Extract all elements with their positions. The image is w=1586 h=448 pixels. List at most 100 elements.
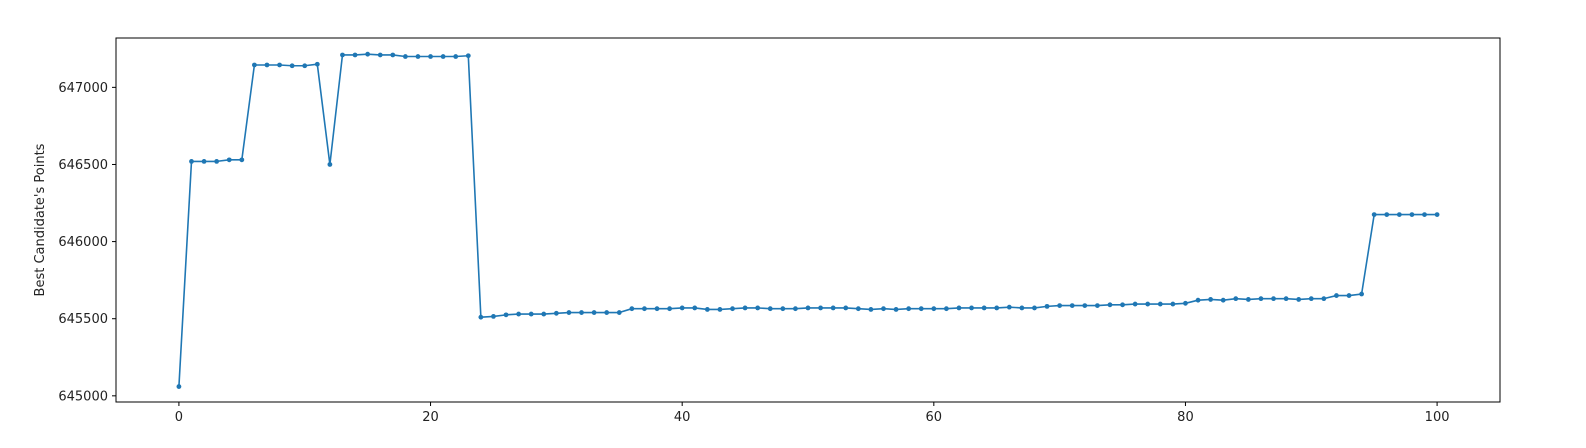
data-point	[314, 61, 320, 67]
data-point	[1220, 297, 1226, 303]
data-point	[1308, 296, 1314, 302]
data-point	[226, 157, 232, 163]
data-point	[1082, 303, 1088, 308]
data-point	[503, 312, 509, 318]
data-point	[931, 306, 937, 312]
data-point	[1371, 212, 1377, 218]
data-point	[906, 306, 912, 312]
data-point	[277, 62, 282, 68]
data-point	[1233, 296, 1239, 302]
data-point	[415, 54, 421, 59]
data-point	[566, 310, 572, 315]
data-point	[1346, 293, 1352, 298]
data-point	[541, 311, 547, 317]
data-point	[780, 306, 786, 312]
data-point	[1057, 303, 1063, 308]
data-point	[1094, 303, 1100, 308]
data-point	[868, 307, 874, 312]
data-point	[830, 305, 836, 311]
data-point	[755, 305, 761, 311]
y-tick-label: 646000	[58, 235, 108, 250]
data-point	[516, 311, 522, 317]
data-point	[579, 310, 584, 315]
data-point	[264, 62, 270, 68]
data-point	[679, 305, 685, 311]
data-point	[440, 54, 446, 59]
data-point	[1183, 300, 1188, 306]
data-point	[855, 306, 861, 312]
data-point	[1409, 212, 1415, 218]
data-point	[478, 314, 484, 320]
data-point	[553, 310, 559, 316]
plot-area	[116, 38, 1500, 402]
data-point	[252, 62, 257, 68]
x-tick-label: 100	[1425, 410, 1450, 425]
data-point	[642, 306, 647, 312]
data-point	[189, 158, 194, 164]
data-point	[893, 307, 899, 312]
data-point	[491, 314, 496, 319]
data-point	[1434, 212, 1440, 218]
x-tick-label: 40	[674, 410, 691, 425]
data-point	[843, 305, 849, 311]
data-point	[692, 305, 698, 311]
x-tick-label: 0	[175, 410, 183, 425]
data-point	[1359, 291, 1364, 297]
data-point	[956, 305, 962, 311]
data-point	[214, 158, 220, 164]
data-point	[1258, 296, 1264, 302]
data-point	[302, 63, 308, 69]
data-point	[1120, 302, 1125, 308]
data-point	[981, 305, 987, 311]
data-point	[465, 53, 471, 59]
y-tick-label: 646500	[58, 158, 108, 173]
data-point	[239, 157, 245, 163]
data-point	[1170, 301, 1176, 307]
data-point	[1044, 303, 1050, 309]
plot-frame	[115, 37, 1501, 403]
data-point	[730, 306, 735, 312]
data-point	[1283, 296, 1289, 302]
data-point	[629, 306, 635, 312]
data-point	[742, 305, 748, 311]
data-point	[717, 307, 723, 312]
data-point	[365, 51, 371, 57]
data-point	[1422, 212, 1427, 218]
data-point	[1321, 296, 1327, 302]
data-point	[1296, 297, 1302, 302]
x-tick-label: 20	[422, 410, 439, 425]
data-point	[818, 305, 823, 311]
data-point	[1019, 305, 1025, 311]
data-point	[1069, 303, 1075, 308]
data-point	[994, 305, 1000, 311]
data-point	[616, 310, 622, 315]
x-tick-label: 60	[926, 410, 943, 425]
data-point	[1107, 302, 1113, 308]
data-point	[805, 305, 811, 311]
data-point	[667, 306, 672, 312]
x-tick-label: 80	[1177, 410, 1194, 425]
data-point	[793, 306, 798, 312]
data-point	[1334, 293, 1339, 298]
data-point	[1032, 305, 1037, 311]
data-point	[352, 52, 358, 58]
data-point	[176, 384, 182, 389]
data-point	[1396, 212, 1402, 218]
data-point	[1195, 297, 1201, 303]
data-point	[390, 52, 396, 58]
data-point	[340, 52, 345, 58]
data-point	[918, 306, 924, 312]
data-point	[1384, 212, 1390, 218]
data-point	[704, 307, 710, 312]
data-point	[528, 311, 534, 317]
data-point	[604, 310, 610, 315]
data-point	[1157, 301, 1163, 307]
data-point	[1006, 304, 1012, 310]
data-point	[767, 306, 773, 312]
data-point	[377, 52, 383, 58]
data-point	[1245, 297, 1251, 302]
data-point	[881, 306, 886, 312]
data-point	[402, 54, 408, 59]
data-point	[289, 63, 295, 69]
